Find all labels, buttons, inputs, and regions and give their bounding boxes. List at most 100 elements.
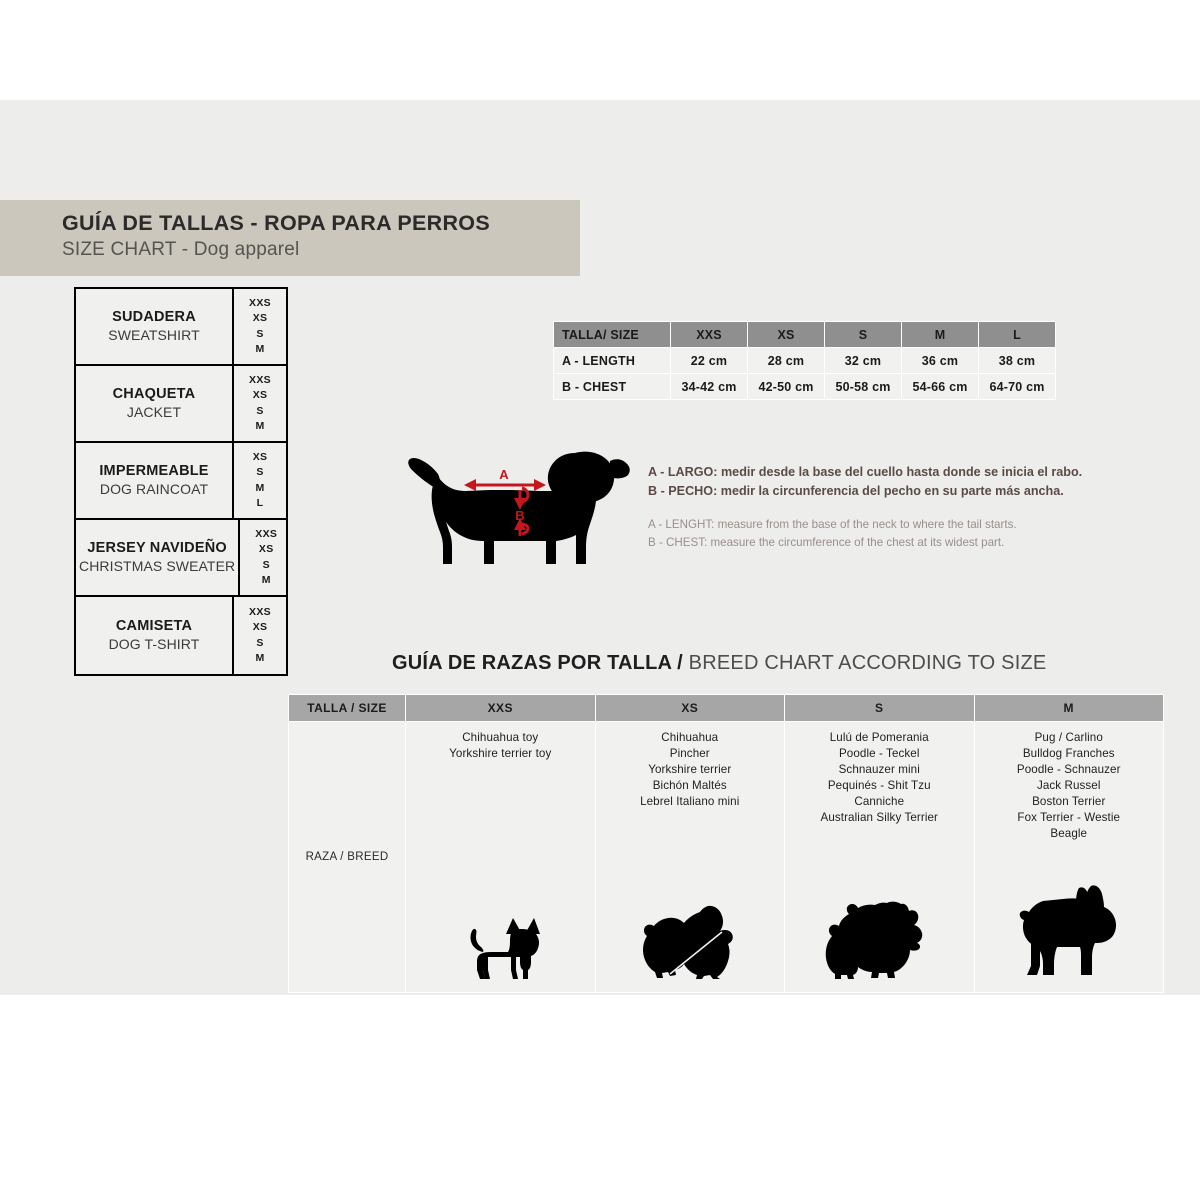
size-label: XXS <box>249 297 271 310</box>
instruction-es-length: A - LARGO: medir desde la base del cuell… <box>648 465 1083 479</box>
measure-cell: 36 cm <box>901 347 979 374</box>
table-row: CHAQUETA JACKET XXS XS S M <box>76 366 286 443</box>
garment-size-table: SUDADERA SWEATSHIRT XXS XS S M CHAQUETA … <box>74 287 288 676</box>
measure-header-xs: XS <box>747 321 825 348</box>
garment-sizes-cell: XXS XS S M <box>234 366 286 441</box>
breed-name: Schnauzer mini <box>838 762 920 776</box>
size-label: XS <box>252 451 268 464</box>
breed-name: Fox Terrier - Westie <box>1017 810 1121 824</box>
measure-cell: 22 cm <box>670 347 748 374</box>
garment-name-cell: SUDADERA SWEATSHIRT <box>76 289 234 364</box>
garment-name-english: CHRISTMAS SWEATER <box>79 558 236 575</box>
size-label: L <box>256 496 264 509</box>
size-label: XS <box>258 543 274 556</box>
measure-header-m: M <box>901 321 979 348</box>
size-label: XXS <box>255 528 278 541</box>
breed-name: Yorkshire terrier <box>648 762 732 776</box>
measure-header-l: L <box>978 321 1056 348</box>
measure-cell: 32 cm <box>824 347 902 374</box>
breed-name: Pug / Carlino <box>1034 731 1103 744</box>
garment-name-cell: JERSEY NAVIDEÑO CHRISTMAS SWEATER <box>76 520 241 595</box>
breed-name: Pincher <box>669 746 710 760</box>
size-label: M <box>255 481 265 494</box>
garment-name-spanish: IMPERMEABLE <box>99 463 209 480</box>
garment-sizes-cell: XS S M L <box>234 443 286 518</box>
breed-name: Lulú de Pomerania <box>829 731 929 744</box>
breed-header-m: M <box>973 694 1164 722</box>
breed-list-xxs: Chihuahua toy Yorkshire terrier toy <box>410 730 591 762</box>
size-label: S <box>256 636 264 649</box>
breed-name: Canniche <box>854 794 905 808</box>
garment-name-spanish: CAMISETA <box>115 618 193 635</box>
french-bulldog-silhouette-icon <box>1019 885 1116 975</box>
size-label: S <box>262 558 270 571</box>
breed-name: Jack Russel <box>1036 778 1101 792</box>
breed-chart-table: TALLA / SIZE XXS XS S M RAZA / BREED Chi… <box>288 694 1164 993</box>
size-label: M <box>255 419 265 432</box>
labrador-silhouette-icon: A B <box>408 451 630 564</box>
breed-name: Bulldog Franches <box>1022 746 1115 760</box>
breed-cell-xxs: Chihuahua toy Yorkshire terrier toy <box>405 721 596 993</box>
measuring-instructions: A - LARGO: medir desde la base del cuell… <box>648 463 1083 551</box>
measure-header-s: S <box>824 321 902 348</box>
garment-name-spanish: SUDADERA <box>112 309 196 326</box>
breed-name: Bichón Maltés <box>652 778 727 792</box>
breed-list-xs: Chihuahua Pincher Yorkshire terrier Bich… <box>600 730 781 810</box>
measure-row-label-chest: B - CHEST <box>553 373 671 400</box>
table-row: RAZA / BREED Chihuahua toy Yorkshire ter… <box>288 721 1164 993</box>
garment-name-spanish: CHAQUETA <box>112 386 196 403</box>
breed-cell-xs: Chihuahua Pincher Yorkshire terrier Bich… <box>594 721 785 993</box>
garment-sizes-cell: XXS XS S M <box>240 520 292 595</box>
garment-name-cell: IMPERMEABLE DOG RAINCOAT <box>76 443 234 518</box>
instruction-spacer <box>648 501 1078 516</box>
table-row: SUDADERA SWEATSHIRT XXS XS S M <box>76 289 286 366</box>
diagram-label-b: B <box>515 508 524 523</box>
papillon-silhouette-icon <box>642 905 733 979</box>
measure-cell: 34-42 cm <box>670 373 748 400</box>
breed-name: Yorkshire terrier toy <box>449 746 552 760</box>
breed-silhouette-xs <box>596 896 785 986</box>
measure-cell: 42-50 cm <box>747 373 825 400</box>
breed-name: Chihuahua <box>661 731 719 744</box>
breed-cell-s: Lulú de Pomerania Poodle - Teckel Schnau… <box>784 721 975 993</box>
breed-silhouette-xxs <box>406 900 595 986</box>
measure-cell: 38 cm <box>978 347 1056 374</box>
garment-name-english: DOG T-SHIRT <box>108 636 200 653</box>
measure-cell: 64-70 cm <box>978 373 1056 400</box>
measure-header-xxs: XXS <box>670 321 748 348</box>
measure-cell: 28 cm <box>747 347 825 374</box>
instruction-en-chest: B - CHEST: measure the circumference of … <box>648 535 1005 549</box>
garment-name-cell: CAMISETA DOG T-SHIRT <box>76 597 234 674</box>
breed-name: Australian Silky Terrier <box>820 810 939 824</box>
pomeranian-silhouette-icon <box>826 901 923 979</box>
measure-cell: 54-66 cm <box>901 373 979 400</box>
measure-row-label-length: A - LENGTH <box>553 347 671 374</box>
title-banner: GUÍA DE TALLAS - ROPA PARA PERROS SIZE C… <box>0 200 580 276</box>
breed-header-size: TALLA / SIZE <box>288 694 406 722</box>
chihuahua-silhouette-icon <box>470 918 541 979</box>
size-label: XXS <box>249 374 271 387</box>
garment-name-english: SWEATSHIRT <box>108 327 200 344</box>
breed-cell-m: Pug / Carlino Bulldog Franches Poodle - … <box>973 721 1164 993</box>
instruction-es-chest: B - PECHO: medir la circunferencia del p… <box>648 484 1064 499</box>
size-label: M <box>261 573 271 586</box>
measurement-table: TALLA/ SIZE XXS XS S M L A - LENGTH 22 c… <box>553 321 1056 400</box>
table-row: CAMISETA DOG T-SHIRT XXS XS S M <box>76 597 286 674</box>
dog-measurement-diagram: A B <box>400 428 640 583</box>
table-row: B - CHEST 34-42 cm 42-50 cm 50-58 cm 54-… <box>553 373 1056 400</box>
size-label: M <box>255 651 265 664</box>
size-label: XS <box>252 389 268 402</box>
breed-chart-heading: GUÍA DE RAZAS POR TALLA / BREED CHART AC… <box>392 652 1046 675</box>
breed-name: Chihuahua toy <box>462 731 539 744</box>
breed-header-xs: XS <box>594 694 785 722</box>
page-title-spanish: GUÍA DE TALLAS - ROPA PARA PERROS <box>62 211 490 235</box>
size-label: M <box>255 342 265 355</box>
garment-name-spanish: JERSEY NAVIDEÑO <box>87 540 227 557</box>
page-title-english: SIZE CHART - Dog apparel <box>62 239 300 261</box>
breed-heading-spanish: GUÍA DE RAZAS POR TALLA / <box>392 652 683 674</box>
breed-header-xxs: XXS <box>405 694 596 722</box>
measure-header-size: TALLA/ SIZE <box>553 321 671 348</box>
breed-list-s: Lulú de Pomerania Poodle - Teckel Schnau… <box>789 730 970 826</box>
size-label: XS <box>252 312 268 325</box>
garment-name-english: JACKET <box>126 404 182 421</box>
